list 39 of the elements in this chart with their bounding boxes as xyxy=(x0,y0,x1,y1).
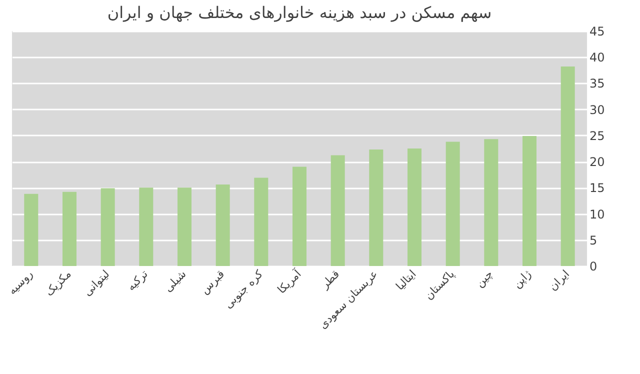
x-tick-label: ایتالیا xyxy=(393,268,419,293)
y-tick-label: 5 xyxy=(590,233,598,248)
x-tick-label: چین xyxy=(473,268,496,290)
bar xyxy=(522,136,536,266)
y-tick-label: 10 xyxy=(590,207,605,222)
x-tick-label: شیلی xyxy=(162,268,189,295)
x-tick-label: ترکیه xyxy=(124,268,150,294)
y-tick-label: 30 xyxy=(590,102,605,117)
bar xyxy=(62,192,76,266)
bar xyxy=(484,139,498,266)
x-tick-label: روسیه xyxy=(6,268,36,298)
bar xyxy=(408,148,422,266)
y-tick-label: 15 xyxy=(590,181,605,196)
bar xyxy=(100,188,115,266)
bar xyxy=(254,178,268,266)
bar xyxy=(216,184,230,266)
bar xyxy=(330,155,345,266)
y-tick-label: 0 xyxy=(590,260,598,274)
y-tick-label: 45 xyxy=(590,24,605,38)
bar xyxy=(178,188,192,266)
x-tick-label: قطر xyxy=(318,268,342,292)
y-tick-label: 35 xyxy=(590,76,605,91)
x-tick-label: ژاپن xyxy=(510,268,534,291)
bar xyxy=(446,142,460,266)
x-tick-label: آمریکا xyxy=(274,266,304,296)
x-tick-label: مکزیک xyxy=(42,267,74,299)
bar xyxy=(292,166,306,266)
x-tick-label: پاکستان xyxy=(422,268,458,302)
y-tick-label: 20 xyxy=(590,155,605,170)
x-tick-label: لیتوانی xyxy=(80,268,112,299)
y-tick-label: 25 xyxy=(590,128,605,143)
bar xyxy=(369,150,384,266)
bar xyxy=(139,188,154,266)
y-tick-label: 40 xyxy=(590,50,605,65)
bar xyxy=(24,194,38,266)
x-tick-label: ایران xyxy=(546,268,572,294)
x-tick-label: قبرس xyxy=(198,268,228,297)
chart-title: سهم مسکن در سبد هزینه خانوارهای مختلف جهان و ایران xyxy=(107,3,492,22)
bar xyxy=(560,66,575,266)
